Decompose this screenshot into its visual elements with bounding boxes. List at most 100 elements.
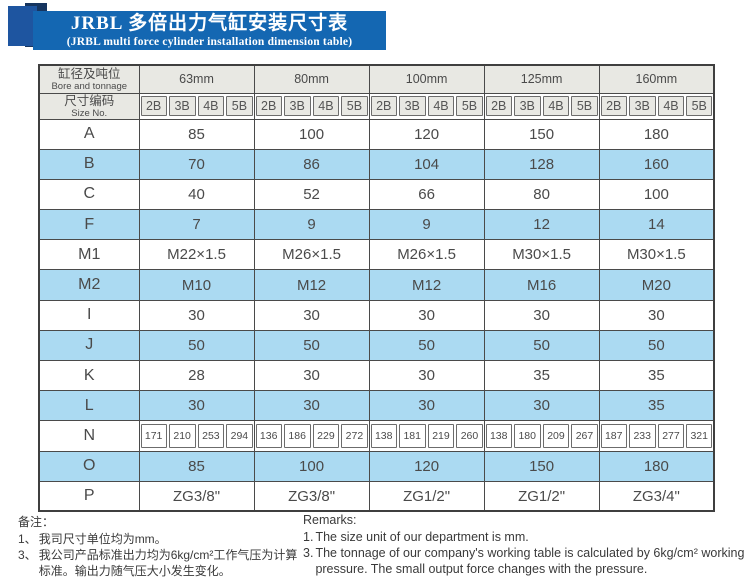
cell-M2-80mm: M12 — [253, 269, 370, 301]
size-code-63mm-2B: 2B — [138, 92, 168, 120]
row-label-O: O — [39, 450, 140, 482]
table-row-M2: M2 M10 M12 M12 M16 M20 — [39, 269, 715, 301]
cell-C-63mm: 40 — [138, 178, 255, 211]
size-code-100mm-2B: 2B — [368, 92, 398, 120]
table-row-N: N 171 210 253 294 136 186 229 272 138 181 219 260 138… — [39, 420, 715, 452]
table-row-M1: M1 M22×1.5 M26×1.5 M26×1.5 M30×1.5 M30×1.5 — [39, 239, 715, 271]
cell-B-125mm: 128 — [483, 148, 600, 180]
cell-N-125mm-3B: 180 — [512, 420, 542, 452]
row-label-L: L — [39, 390, 140, 422]
cell-N-100mm-5B: 260 — [455, 420, 485, 452]
table-row-L: L 30 30 30 30 35 — [39, 390, 715, 422]
row-label-J: J — [39, 329, 140, 362]
cell-N-160mm-3B: 233 — [627, 420, 657, 452]
cell-N-160mm-4B: 277 — [656, 420, 686, 452]
cell-C-160mm: 100 — [598, 178, 715, 211]
cell-K-80mm: 30 — [253, 359, 370, 392]
cell-M1-80mm: M26×1.5 — [253, 239, 370, 271]
cell-N-125mm-4B: 209 — [541, 420, 571, 452]
cell-I-125mm: 30 — [483, 299, 600, 331]
size-code-160mm-4B: 4B — [656, 92, 686, 120]
cell-C-100mm: 66 — [368, 178, 485, 211]
cell-P-160mm: ZG3/4" — [598, 480, 715, 512]
cell-N-100mm-2B: 138 — [368, 420, 398, 452]
size-code-100mm-3B: 3B — [397, 92, 427, 120]
table-row-F: F 7 9 9 12 14 — [39, 209, 715, 241]
note-number: 1. — [303, 530, 314, 544]
cell-K-63mm: 28 — [138, 359, 255, 392]
cell-F-80mm: 9 — [253, 209, 370, 241]
cell-A-125mm: 150 — [483, 118, 600, 150]
cell-M2-100mm: M12 — [368, 269, 485, 301]
row-label-I: I — [39, 299, 140, 331]
cell-F-125mm: 12 — [483, 209, 600, 241]
cell-I-160mm: 30 — [598, 299, 715, 331]
note-text: The tonnage of our company's working tab… — [315, 546, 745, 576]
notes-zh-item-1: 1、 我司尺寸单位均为mm。 — [18, 531, 306, 547]
size-code-125mm-3B: 3B — [512, 92, 542, 120]
cell-N-80mm-3B: 186 — [282, 420, 312, 452]
page-subtitle: (JRBL multi force cylinder installation … — [66, 36, 353, 48]
note-number: 3、 — [18, 548, 37, 562]
cell-L-100mm: 30 — [368, 390, 485, 422]
bore-group-100mm: 100mm — [368, 64, 485, 94]
size-code-80mm-5B: 5B — [340, 92, 370, 120]
cell-I-100mm: 30 — [368, 299, 485, 331]
bore-tonnage-header: 缸径及吨位 Bore and tonnage — [39, 64, 140, 94]
cell-C-125mm: 80 — [483, 178, 600, 211]
cell-P-63mm: ZG3/8" — [138, 480, 255, 512]
cell-N-160mm-2B: 187 — [598, 420, 628, 452]
cell-N-63mm-4B: 253 — [196, 420, 226, 452]
table-row-K: K 28 30 30 35 35 — [39, 359, 715, 392]
dimension-table-container: 缸径及吨位 Bore and tonnage 63mm 80mm 100mm 125mm 1… — [38, 64, 716, 513]
cell-B-160mm: 160 — [598, 148, 715, 180]
cell-C-80mm: 52 — [253, 178, 370, 211]
cell-F-63mm: 7 — [138, 209, 255, 241]
cell-O-80mm: 100 — [253, 450, 370, 482]
row-label-M1: M1 — [39, 239, 140, 271]
size-code-80mm-4B: 4B — [311, 92, 341, 120]
cell-J-100mm: 50 — [368, 329, 485, 362]
notes-zh-heading: 备注： — [18, 515, 55, 529]
cell-A-80mm: 100 — [253, 118, 370, 150]
cell-B-100mm: 104 — [368, 148, 485, 180]
cell-O-160mm: 180 — [598, 450, 715, 482]
notes-en-item-2: 3. The tonnage of our company's working t… — [303, 545, 745, 577]
table-row-B: B 70 86 104 128 160 — [39, 148, 715, 180]
note-text: 我司尺寸单位均为mm。 — [38, 532, 167, 546]
table-row-P: P ZG3/8" ZG3/8" ZG1/2" ZG1/2" ZG3/4" — [39, 480, 715, 512]
cell-M1-63mm: M22×1.5 — [138, 239, 255, 271]
page-title: JRBL 多倍出力气缸安装尺寸表 — [70, 13, 349, 34]
cell-A-63mm: 85 — [138, 118, 255, 150]
cell-N-100mm-3B: 181 — [397, 420, 427, 452]
cell-P-125mm: ZG1/2" — [483, 480, 600, 512]
size-code-125mm-2B: 2B — [483, 92, 513, 120]
size-code-63mm-3B: 3B — [167, 92, 197, 120]
note-text: The size unit of our department is mm. — [315, 530, 529, 544]
note-number: 3. — [303, 546, 314, 560]
bore-group-160mm: 160mm — [598, 64, 715, 94]
notes-english: Remarks: 1. The size unit of our departme… — [303, 512, 745, 577]
cell-I-63mm: 30 — [138, 299, 255, 331]
size-code-80mm-2B: 2B — [253, 92, 283, 120]
size-code-63mm-5B: 5B — [225, 92, 255, 120]
notes-chinese: 备注： 1、 我司尺寸单位均为mm。 3、 我公司产品标准出力均为6kg/cm²工作气… — [18, 514, 306, 579]
row-label-P: P — [39, 480, 140, 512]
size-code-125mm-5B: 5B — [570, 92, 600, 120]
cell-J-160mm: 50 — [598, 329, 715, 362]
row-label-C: C — [39, 178, 140, 211]
cell-N-63mm-3B: 210 — [167, 420, 197, 452]
size-code-160mm-2B: 2B — [598, 92, 628, 120]
cell-L-63mm: 30 — [138, 390, 255, 422]
size-code-125mm-4B: 4B — [541, 92, 571, 120]
size-code-80mm-3B: 3B — [282, 92, 312, 120]
table-row-J: J 50 50 50 50 50 — [39, 329, 715, 362]
notes-en-item-1: 1. The size unit of our department is mm. — [303, 529, 745, 545]
table-row-A: A 85 100 120 150 180 — [39, 118, 715, 150]
size-code-160mm-3B: 3B — [627, 92, 657, 120]
cell-N-100mm-4B: 219 — [426, 420, 456, 452]
note-text: 我公司产品标准出力均为6kg/cm²工作气压为计算标准。输出力随气压大小发生变化… — [38, 548, 298, 578]
size-no-header: 尺寸编码 Size No. — [39, 92, 140, 120]
cell-O-100mm: 120 — [368, 450, 485, 482]
